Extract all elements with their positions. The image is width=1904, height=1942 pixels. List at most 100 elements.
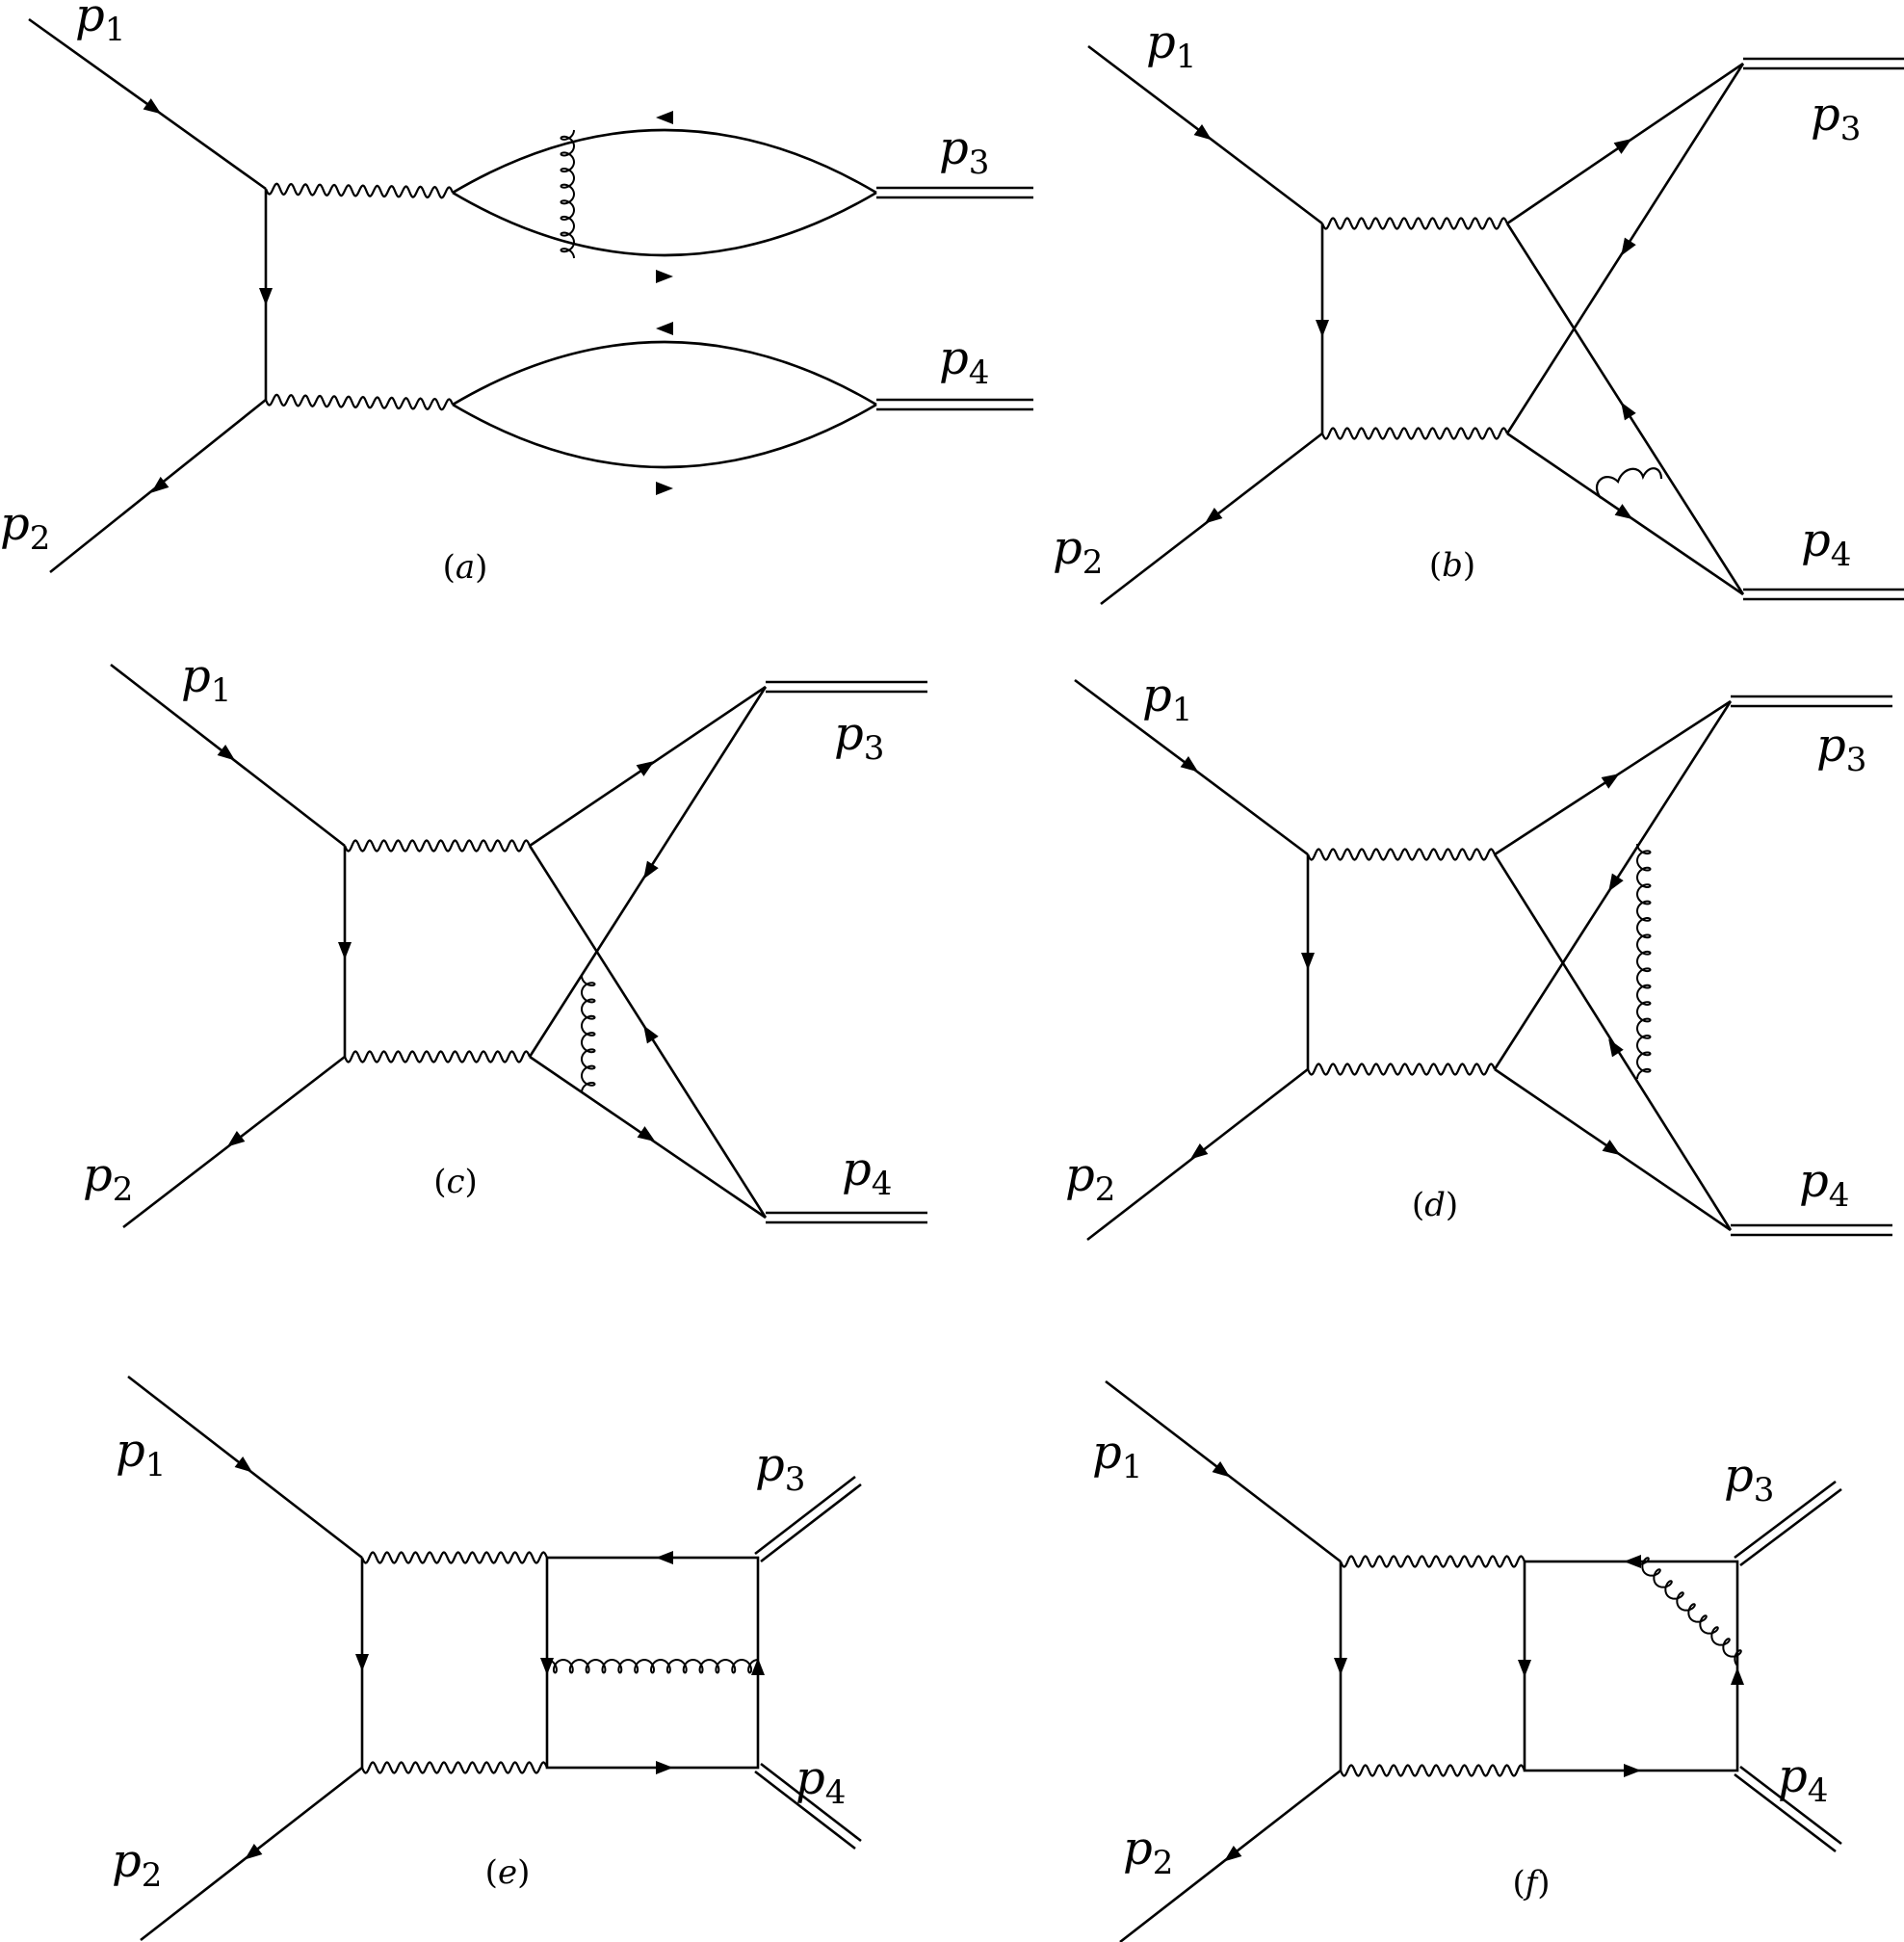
photon-upper <box>1306 848 1497 861</box>
gluon-a <box>560 129 576 259</box>
panel-d: p1 p2 p3 p4 (d) <box>1065 669 1892 1242</box>
arrow <box>1518 1660 1531 1677</box>
label-p2: p2 <box>1065 1148 1115 1209</box>
label-p3: p3 <box>1724 1449 1774 1509</box>
arrowhead <box>1624 1764 1641 1777</box>
label-p4: p4 <box>1799 1154 1849 1215</box>
arrowhead <box>656 322 673 335</box>
arrow <box>636 760 655 776</box>
arrow <box>1601 774 1620 789</box>
arrowhead <box>656 482 673 495</box>
arrow <box>656 111 673 124</box>
arrowhead <box>1189 1142 1209 1160</box>
meson-p3-line1 <box>1734 1480 1837 1560</box>
arrow <box>226 1130 246 1147</box>
arrow <box>643 860 659 879</box>
panel-a: p1 p2 p3 p4 (a) <box>0 0 1033 587</box>
label-p4: p4 <box>1778 1749 1828 1810</box>
arrow <box>643 1025 659 1044</box>
label-p2: p2 <box>1123 1822 1173 1882</box>
arrow <box>656 482 673 495</box>
arrowhead <box>1334 1658 1347 1675</box>
gluon-e <box>546 1658 759 1674</box>
arrowhead <box>656 1551 673 1564</box>
arrowhead <box>1602 1140 1621 1156</box>
photon-lower <box>264 393 455 411</box>
arrowhead <box>217 744 236 761</box>
arrow <box>1621 237 1636 256</box>
arrow <box>1223 1845 1242 1862</box>
arrowhead <box>643 1025 659 1044</box>
label-p3: p3 <box>1811 88 1861 148</box>
arrowhead <box>1223 1845 1242 1862</box>
arrowhead <box>226 1130 246 1147</box>
label-p1: p1 <box>75 0 125 49</box>
label-p2: p2 <box>112 1834 162 1895</box>
label-p4: p4 <box>1801 513 1851 574</box>
arrowhead <box>1624 1555 1641 1568</box>
arrow <box>150 476 170 493</box>
photon-lower <box>1320 427 1509 440</box>
arrow <box>1613 138 1632 154</box>
arrow <box>1608 873 1624 892</box>
caption-d: (d) <box>1412 1186 1458 1224</box>
arrow <box>656 322 673 335</box>
gluon-c <box>580 975 596 1093</box>
arrow <box>1193 123 1213 141</box>
gluon-f <box>1632 1557 1742 1666</box>
panel-e: p1 p2 p3 p4 (e) <box>112 1375 862 1942</box>
arrowhead <box>259 288 273 305</box>
arrow <box>1624 1764 1641 1777</box>
arrow <box>217 744 236 761</box>
arrowhead <box>1614 504 1633 520</box>
arrowhead <box>338 942 352 959</box>
arrowhead <box>143 98 162 115</box>
meson-p4-line1 <box>754 1770 856 1850</box>
arrowhead <box>1621 237 1636 256</box>
label-p2: p2 <box>0 497 50 558</box>
arrowhead <box>1731 1667 1744 1685</box>
photon-lower <box>343 1050 532 1063</box>
meson-p3-line2 <box>1739 1487 1842 1567</box>
label-p1: p1 <box>181 649 231 710</box>
arrowhead <box>355 1654 369 1671</box>
arrowhead <box>540 1658 554 1675</box>
arrow <box>1212 1460 1231 1478</box>
arrow <box>338 942 352 959</box>
meson-p4-line1 <box>1734 1772 1837 1853</box>
quark-loop-upper-bottom <box>452 191 877 257</box>
label-p1: p1 <box>1092 1426 1142 1486</box>
caption-a: (a) <box>443 548 488 587</box>
arrowhead <box>751 1658 765 1675</box>
gluon-b <box>1595 467 1663 499</box>
arrowhead <box>1301 953 1315 970</box>
arrow <box>234 1456 253 1473</box>
label-p4: p4 <box>939 331 989 392</box>
panel-c: p1 p2 p3 p4 (c) <box>83 649 927 1229</box>
quark-loop-lower-top <box>452 340 877 407</box>
caption-b: (b) <box>1429 546 1475 585</box>
meson-p3-line2 <box>760 1483 862 1563</box>
arrow <box>355 1654 369 1671</box>
arrow <box>1621 402 1636 421</box>
arrow <box>1334 1658 1347 1675</box>
arrowhead <box>656 111 673 124</box>
arrowhead <box>1193 123 1213 141</box>
photon-upper <box>360 1551 549 1564</box>
arrowhead <box>656 270 673 283</box>
arrow <box>1602 1140 1621 1156</box>
photon-lower <box>1339 1764 1526 1777</box>
photon-upper <box>1339 1555 1526 1568</box>
arrow <box>1608 1038 1624 1058</box>
label-p2: p2 <box>83 1148 133 1209</box>
arrowhead <box>1601 774 1620 789</box>
arrow <box>637 1126 656 1142</box>
arrow <box>1180 756 1199 773</box>
arrowhead <box>1608 1038 1624 1058</box>
caption-f: (f) <box>1512 1864 1550 1903</box>
label-p3: p3 <box>834 707 884 768</box>
arrowhead <box>1518 1660 1531 1677</box>
label-p4: p4 <box>842 1142 892 1203</box>
meson-p4-line2 <box>760 1762 862 1843</box>
